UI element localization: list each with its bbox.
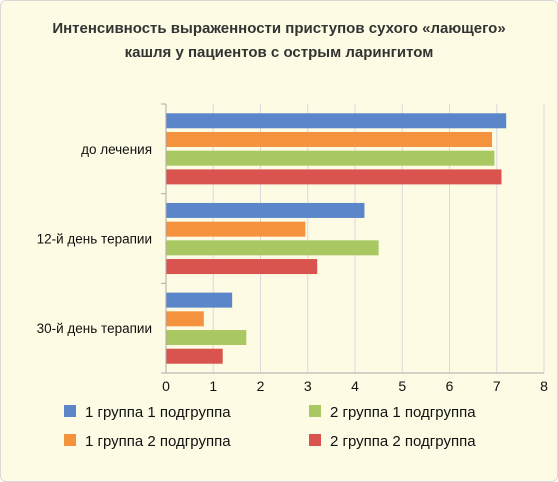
bar — [166, 348, 223, 364]
legend-entry: 1 группа 1 подгруппа — [85, 404, 231, 421]
bar — [166, 150, 495, 166]
x-tick-label: 5 — [398, 378, 406, 394]
bar — [166, 330, 247, 346]
x-tick-label: 0 — [162, 378, 170, 394]
x-tick-label: 7 — [493, 378, 501, 394]
axes: 0 1 2 3 4 5 6 7 8 до лечения 12-й день терапии 30-й… — [37, 103, 548, 394]
bar — [166, 259, 318, 275]
bar — [166, 131, 493, 147]
bar — [166, 292, 233, 308]
category-label: до лечения — [81, 142, 152, 157]
legend-swatch — [64, 434, 76, 446]
gridlines — [212, 104, 545, 373]
legend-entry: 2 группа 1 подгруппа — [330, 404, 476, 421]
x-tick-label: 3 — [304, 378, 312, 394]
legend-swatch — [309, 405, 321, 417]
legend-entry: 2 группа 2 подгруппа — [330, 433, 476, 450]
x-tick-label: 6 — [446, 378, 454, 394]
bar — [166, 113, 507, 129]
bar — [166, 169, 502, 185]
legend-swatch — [309, 434, 321, 446]
bar — [166, 221, 306, 237]
category-label: 12-й день терапии — [37, 232, 152, 247]
legend-swatch — [64, 405, 76, 417]
x-tick-label: 4 — [351, 378, 359, 394]
legend: 1 группа 1 подгруппа 2 группа 1 подгруппа… — [64, 404, 476, 450]
chart-title-line-2: кашля у пациентов с острым ларингитом — [125, 44, 434, 61]
x-tick-label: 2 — [257, 378, 265, 394]
bar — [166, 240, 379, 256]
category-label: 30-й день терапии — [37, 321, 152, 336]
legend-entry: 1 группа 2 подгруппа — [85, 433, 231, 450]
bar — [166, 202, 365, 218]
chart-title-line-1: Интенсивность выраженности приступов сух… — [52, 20, 505, 37]
bar — [166, 311, 204, 327]
bars — [166, 113, 507, 364]
x-tick-label: 1 — [209, 378, 217, 394]
x-tick-label: 8 — [540, 378, 548, 394]
